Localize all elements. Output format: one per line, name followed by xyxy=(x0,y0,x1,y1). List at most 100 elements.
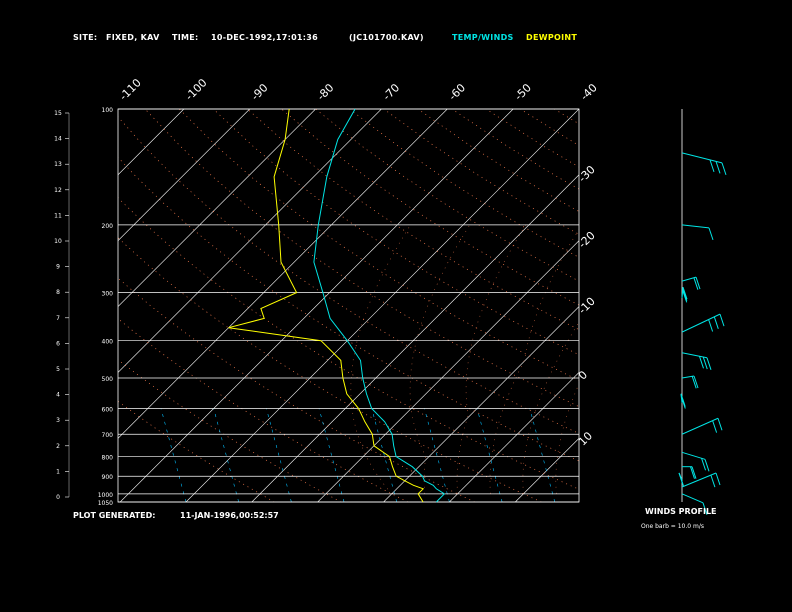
temp-tick-label-top: -40 xyxy=(578,81,600,103)
pressure-label: 100 xyxy=(102,107,114,114)
wind-barb-flag xyxy=(691,376,697,389)
moist-adiabat xyxy=(622,225,747,494)
dry-adiabat xyxy=(451,109,579,190)
wind-barb-flag xyxy=(680,396,686,409)
wind-barb-staff xyxy=(681,451,706,460)
plot-frame xyxy=(117,108,580,503)
pressure-label: 400 xyxy=(102,339,114,346)
isotherm xyxy=(317,240,579,502)
isotherm xyxy=(713,109,792,502)
isotherm xyxy=(185,109,579,502)
dry-adiabat xyxy=(118,277,475,502)
wind-barb-flag xyxy=(691,466,697,479)
pressure-label: 800 xyxy=(102,455,114,462)
dry-adiabat xyxy=(118,156,579,462)
winds-profile-note: One barb = 10.0 m/s xyxy=(641,523,704,530)
mixing-ratio-line xyxy=(582,408,607,502)
wind-barb-staff xyxy=(681,417,719,435)
wind-barb-staff xyxy=(681,352,708,359)
moist-adiabat xyxy=(655,225,780,494)
height-label: 8 xyxy=(56,289,60,296)
isotherm xyxy=(118,109,448,439)
pressure-label: 1000 xyxy=(98,492,113,499)
height-label: 10 xyxy=(54,238,62,245)
wind-barb-flag xyxy=(708,227,714,241)
temp-tick-label-top: -50 xyxy=(512,81,534,103)
time-value: 10-DEC-1992,17:01:36 xyxy=(211,33,319,42)
site-value: FIXED, KAV xyxy=(106,33,160,42)
wind-barb-flag xyxy=(717,418,723,431)
height-label: 3 xyxy=(56,417,60,424)
mixing-ratio-line xyxy=(371,408,398,502)
mixing-ratio-line xyxy=(476,408,503,502)
temp-tick-label-right: 0 xyxy=(576,368,590,382)
wind-barb-flag xyxy=(715,161,721,174)
moist-adiabat xyxy=(522,321,579,494)
profiles xyxy=(228,108,446,503)
pressure-label: 600 xyxy=(102,406,114,413)
isotherm xyxy=(515,437,579,502)
wind-barb-flag xyxy=(709,159,715,173)
isotherm xyxy=(119,109,514,502)
pressure-label: 500 xyxy=(102,376,114,383)
file-id: (JC101700.KAV) xyxy=(349,33,424,42)
wind-barb-flag xyxy=(708,319,714,332)
winds-profile-title: WINDS PROFILE xyxy=(645,507,717,516)
legend-dewpoint: DEWPOINT xyxy=(526,33,578,42)
moist-adiabat xyxy=(688,225,792,494)
height-label: 14 xyxy=(54,136,62,143)
moist-adiabat xyxy=(589,225,714,494)
moist-adiabat xyxy=(456,224,526,494)
temp-tick-label-top: -60 xyxy=(446,81,468,103)
wind-barb-flag xyxy=(704,459,710,472)
wind-barb-flag xyxy=(702,356,708,370)
dry-adiabat xyxy=(178,109,579,381)
moist-adiabat xyxy=(489,228,579,494)
dry-adiabat xyxy=(118,400,275,502)
temp-tick-label-top: -100 xyxy=(183,76,210,103)
isotherm xyxy=(779,109,792,502)
temp-tick-label-top: -110 xyxy=(117,76,144,103)
height-label: 0 xyxy=(56,494,60,501)
plot-generated-value: 11-JAN-1996,00:52:57 xyxy=(180,511,279,520)
mixing-ratio-line xyxy=(266,408,292,502)
isotherm xyxy=(449,372,579,502)
wind-barb-flag xyxy=(693,375,699,389)
height-label: 9 xyxy=(56,264,60,271)
wind-barb-flag xyxy=(695,276,701,290)
wind-barb-flag xyxy=(682,290,688,303)
height-label: 15 xyxy=(54,110,62,117)
wind-barb-staff xyxy=(681,472,717,488)
isotherm xyxy=(581,109,792,502)
wind-barb-flag xyxy=(706,357,712,370)
dry-adiabat xyxy=(118,116,579,434)
wind-barb-staff xyxy=(681,313,721,333)
temp-tick-label-top: -70 xyxy=(380,81,402,103)
height-label: 2 xyxy=(56,443,60,450)
dry-adiabat xyxy=(118,237,542,502)
dry-adiabat xyxy=(213,109,579,356)
mixing-ratio-line xyxy=(160,408,187,502)
height-label: 6 xyxy=(56,340,60,347)
pressure-label: 300 xyxy=(102,291,114,298)
temperature-profile xyxy=(313,108,446,503)
height-label: 7 xyxy=(56,315,60,322)
moist-adiabat xyxy=(555,383,579,494)
wind-barb-flag xyxy=(701,458,707,471)
temp-tick-label-top: -90 xyxy=(249,81,271,103)
isotherm xyxy=(118,109,316,307)
height-label: 4 xyxy=(56,392,60,399)
plot-generated-label: PLOT GENERATED: xyxy=(73,511,156,520)
wind-barb-staff xyxy=(681,375,695,379)
wind-barb-flag xyxy=(682,288,688,301)
wind-barb-staff xyxy=(681,152,723,164)
height-label: 11 xyxy=(54,212,62,219)
isotherm xyxy=(383,306,579,502)
wind-barb-flag xyxy=(693,277,699,290)
wind-barb-flag xyxy=(715,472,721,486)
wind-barb-flag xyxy=(719,313,725,327)
wind-barb-flag xyxy=(721,162,727,176)
